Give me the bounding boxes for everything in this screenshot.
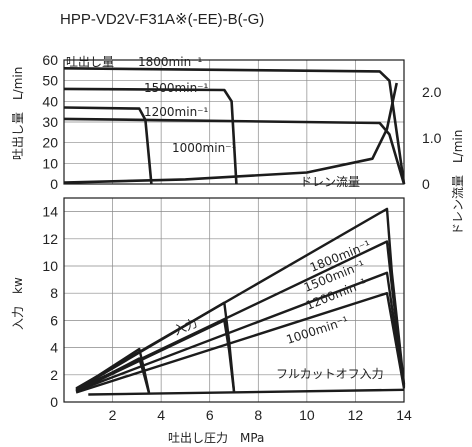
series-line	[75, 292, 406, 394]
plot-frame-bottom	[63, 197, 405, 403]
y-axis-label-top: 吐出し量 L/min	[11, 67, 25, 160]
tick-labels: 0 10 20 30 40 50 60 0 2 4 6 8 10 12 14 2 4 6 8 10 12 14 0 1.0 2.…	[42, 52, 441, 423]
y-tick-label-bottom: 14	[42, 204, 58, 220]
y-tick-label-bottom: 8	[50, 285, 58, 301]
y-tick-label-top: 0	[50, 176, 58, 192]
y-tick-label-bottom: 12	[42, 231, 58, 247]
y-tick-label-bottom: 0	[50, 394, 58, 410]
x-tick-label: 10	[299, 407, 315, 423]
series-line	[75, 271, 406, 393]
y-tick-label-top: 30	[42, 114, 58, 130]
y-tick-label-top: 60	[42, 52, 58, 68]
y-tick-label-top: 40	[42, 93, 58, 109]
series-line	[63, 87, 238, 185]
grid-bottom	[63, 197, 405, 403]
series-line	[88, 388, 405, 396]
y-tick-label-top: 20	[42, 135, 58, 151]
drain-annotation: ドレン流量	[300, 175, 360, 189]
label-1200-top: 1200min⁻¹	[144, 105, 209, 119]
label-1000-bottom: 1000min⁻¹	[285, 314, 351, 347]
y2-tick-label: 2.0	[422, 84, 442, 100]
y-tick-label-bottom: 4	[50, 340, 58, 356]
series-line	[63, 106, 153, 185]
y-tick-label-bottom: 6	[50, 312, 58, 328]
flow-rate-annotation: 吐出し量	[66, 55, 114, 69]
y2-axis-label: ドレン流量 L/min	[451, 130, 465, 235]
label-1500-top: 1500min⁻¹	[144, 81, 209, 95]
y2-tick-label: 0	[422, 176, 430, 192]
x-tick-label: 8	[254, 407, 262, 423]
series-line	[75, 357, 151, 394]
series-line	[75, 240, 406, 391]
chart-title: HPP-VD2V-F31A※(-EE)-B(-G)	[60, 11, 264, 28]
y-tick-label-bottom: 10	[42, 258, 58, 274]
label-1800-top: 1800min⁻¹	[138, 55, 203, 69]
y-tick-label-top: 10	[42, 155, 58, 171]
series-bottom	[75, 207, 406, 396]
series-line	[63, 117, 406, 185]
plot-frame-top	[63, 59, 405, 185]
label-1000-top: 1000min⁻¹	[172, 141, 237, 155]
x-axis-label: 吐出し圧力 MPa	[168, 431, 264, 445]
x-tick-label: 6	[206, 407, 214, 423]
series-line	[75, 319, 236, 393]
y-tick-label-bottom: 2	[50, 367, 58, 383]
y-axis-label-bottom: 入力 kw	[11, 277, 25, 330]
x-tick-label: 12	[348, 407, 364, 423]
y2-tick-label: 1.0	[422, 130, 442, 146]
series-line	[63, 67, 406, 185]
full-cutoff-annotation: フルカットオフ入力	[276, 367, 384, 381]
series-line	[63, 82, 398, 184]
x-tick-label: 4	[157, 407, 165, 423]
series-top	[63, 67, 406, 185]
x-tick-label: 14	[396, 407, 412, 423]
y-tick-label-top: 50	[42, 73, 58, 89]
x-tick-label: 2	[109, 407, 117, 423]
